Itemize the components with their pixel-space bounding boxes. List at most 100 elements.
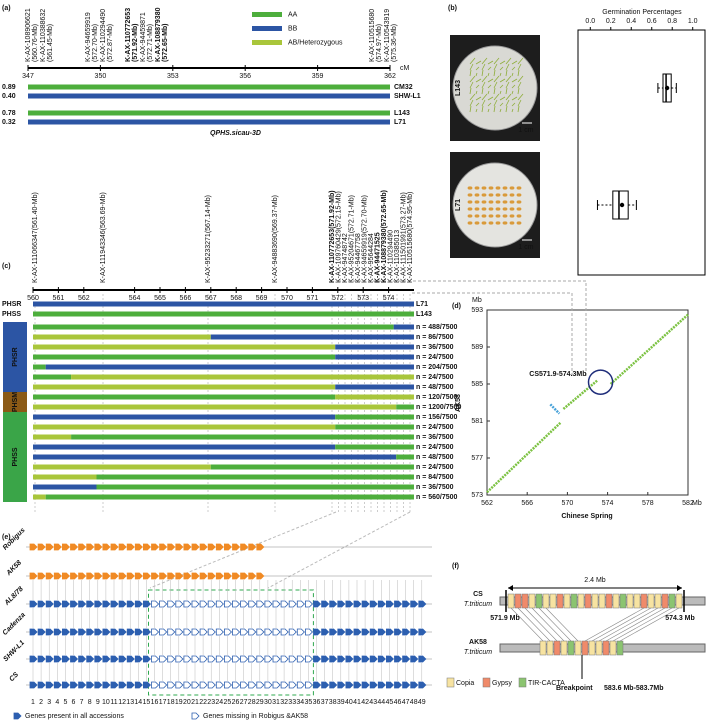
gene-arrow xyxy=(402,681,411,689)
gene-number: 10 xyxy=(102,699,110,706)
gene-arrow xyxy=(159,655,168,663)
gene-number: 6 xyxy=(72,699,76,706)
gene-arrow xyxy=(418,628,427,636)
legend-label: BB xyxy=(288,25,298,32)
marker-name: K-AX-94659919 xyxy=(85,12,92,62)
gene-arrow xyxy=(256,572,265,580)
gene-arrow xyxy=(337,628,346,636)
genotype-segment xyxy=(45,364,414,370)
te-element xyxy=(661,593,669,609)
gene-arrow xyxy=(53,655,62,663)
genotype-segment xyxy=(33,474,97,480)
te-element xyxy=(521,593,529,609)
gene-arrow xyxy=(386,628,394,636)
gene-number: 31 xyxy=(272,699,280,706)
gene-arrow xyxy=(126,543,135,551)
legend-label: Genes missing in Robigus &AK58 xyxy=(203,713,308,720)
seedling xyxy=(481,81,486,89)
gene-number: 46 xyxy=(394,699,402,706)
seedling xyxy=(499,96,506,101)
gene-arrow xyxy=(288,681,297,689)
tick-label: 593 xyxy=(471,307,483,314)
marker-label: K-AX-95204671(572.71-Mb) xyxy=(348,195,355,283)
line-name: L71 xyxy=(394,119,406,126)
gene-arrow xyxy=(369,655,378,663)
row-count: n = 36/7500 xyxy=(416,434,454,441)
gene-number: 25 xyxy=(224,699,232,706)
seed xyxy=(467,207,473,211)
gene-arrow xyxy=(418,655,427,663)
start-label: 571.9 Mb xyxy=(490,615,520,622)
gene-number: 5 xyxy=(63,699,67,706)
seedling xyxy=(505,75,512,83)
seed xyxy=(481,221,487,225)
species: T.triticum xyxy=(464,601,492,608)
marker-position: (575.36-Mb) xyxy=(391,24,398,62)
gene-arrow xyxy=(167,655,176,663)
seedling xyxy=(511,90,514,95)
te-element xyxy=(640,593,648,609)
seedling xyxy=(499,108,502,113)
tick-label: 574 xyxy=(383,295,395,302)
seedling xyxy=(499,90,502,95)
gene-arrow xyxy=(248,681,257,689)
gene-arrow xyxy=(410,600,419,608)
gene-arrow xyxy=(53,600,62,608)
gene-arrow xyxy=(248,543,257,551)
gene-arrow xyxy=(159,628,168,636)
seedling xyxy=(505,69,508,77)
marker-label: K-AX-111066347(561.40-Mb) xyxy=(32,192,39,283)
gene-arrow xyxy=(248,572,257,580)
gene-arrow xyxy=(377,600,386,608)
gene-arrow xyxy=(126,600,135,608)
group-box xyxy=(3,392,27,412)
marker-position: (572.65-Mb) xyxy=(162,23,169,62)
accession-name: SHW-L1 xyxy=(2,639,26,663)
gene-number: 7 xyxy=(80,699,84,706)
gene-arrow xyxy=(256,543,265,551)
row-count: n = 36/7500 xyxy=(416,344,454,351)
genotype-segment xyxy=(33,464,211,470)
seed xyxy=(467,221,473,225)
annotation: CS571.9-574.3Mb xyxy=(529,371,586,378)
span-label: 2.4 Mb xyxy=(584,577,606,584)
gene-number: 33 xyxy=(288,699,296,706)
gene-arrow xyxy=(207,572,216,580)
genotype-bar xyxy=(33,311,414,317)
gene-arrow xyxy=(62,600,70,608)
marker-label: K-AX-110515680(574.95-Mb) xyxy=(407,192,414,283)
gene-arrow xyxy=(37,600,46,608)
genotype-bar xyxy=(28,110,390,116)
gene-arrow xyxy=(224,572,232,580)
seedling xyxy=(517,63,522,71)
tick-label: 562 xyxy=(78,295,90,302)
genotype-segment xyxy=(210,464,414,470)
seedling xyxy=(517,105,520,113)
gene-arrow xyxy=(45,572,54,580)
te-element xyxy=(556,593,564,609)
seedling xyxy=(505,93,512,101)
seedling xyxy=(493,105,496,113)
gene-arrow xyxy=(377,628,386,636)
gene-arrow xyxy=(191,712,200,720)
gene-arrow xyxy=(280,655,289,663)
gene-number: 20 xyxy=(183,699,191,706)
seedling xyxy=(511,102,516,107)
gene-arrow xyxy=(272,655,281,663)
seed xyxy=(467,193,473,197)
seedling xyxy=(481,57,488,65)
gene-arrow xyxy=(296,681,305,689)
gene-arrow xyxy=(313,628,322,636)
gene-arrow xyxy=(377,655,386,663)
seedling xyxy=(505,57,512,65)
genotype-segment xyxy=(33,494,46,500)
tick-label: 359 xyxy=(312,73,324,80)
seedling xyxy=(493,69,496,77)
gene-arrow xyxy=(215,655,224,663)
breakpoint-label: Breakpoint xyxy=(556,685,593,692)
end-label: 574.3 Mb xyxy=(665,615,695,622)
gene-arrow xyxy=(386,655,394,663)
marker-position: (572.71-Mb) xyxy=(147,24,154,62)
te-link xyxy=(591,607,652,642)
seedling xyxy=(517,81,522,89)
